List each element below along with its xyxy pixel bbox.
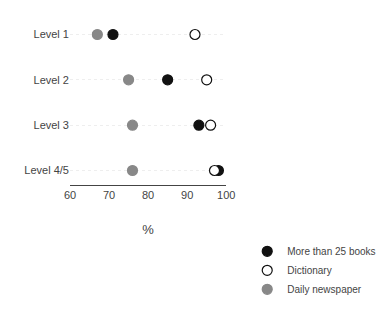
svg-text:Dictionary: Dictionary — [287, 265, 331, 276]
svg-text:Level 1: Level 1 — [34, 28, 69, 40]
svg-text:80: 80 — [142, 189, 154, 201]
svg-text:Daily newspaper: Daily newspaper — [287, 284, 362, 295]
svg-text:60: 60 — [64, 189, 76, 201]
svg-text:100: 100 — [217, 189, 235, 201]
svg-text:Level 3: Level 3 — [34, 119, 69, 131]
svg-text:90: 90 — [181, 189, 193, 201]
svg-text:Level 2: Level 2 — [34, 74, 69, 86]
svg-text:More than 25 books: More than 25 books — [287, 246, 375, 257]
svg-text:Level 4/5: Level 4/5 — [24, 164, 69, 176]
svg-text:%: % — [142, 222, 154, 237]
svg-text:70: 70 — [103, 189, 115, 201]
